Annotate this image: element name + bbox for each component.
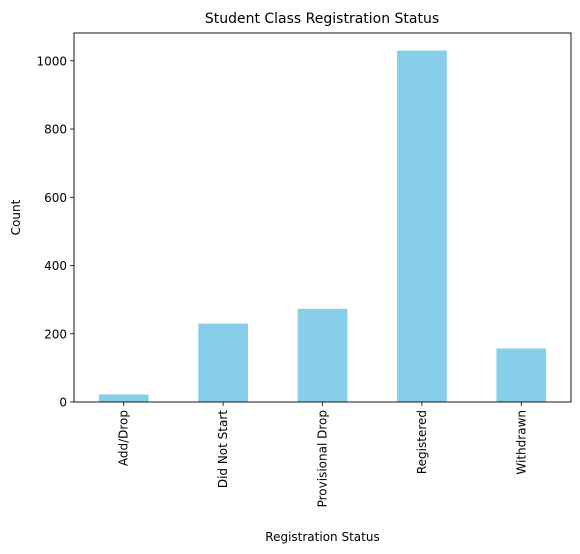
x-tick-label: Provisional Drop — [316, 410, 330, 507]
plot-frame — [73, 32, 572, 403]
y-tick-label: 1000 — [36, 54, 67, 68]
y-tick-label: 200 — [44, 327, 67, 341]
bar-registered — [397, 50, 447, 402]
bar-add-drop — [98, 394, 149, 402]
x-tick-label: Withdrawn — [514, 410, 528, 475]
y-axis-ticks: 0 200 400 600 800 1000 — [36, 54, 74, 410]
y-tick-label: 0 — [59, 396, 67, 410]
y-tick-label: 800 — [44, 123, 67, 137]
x-tick-label: Registered — [415, 410, 429, 474]
y-tick-label: 600 — [44, 191, 67, 205]
x-axis-label: Registration Status — [265, 530, 379, 544]
bar-withdrawn — [496, 348, 547, 402]
x-tick-label: Did Not Start — [216, 410, 230, 488]
bar-did-not-start — [198, 323, 248, 402]
y-tick-label: 400 — [44, 259, 67, 273]
chart-title: Student Class Registration Status — [205, 11, 439, 27]
bar-provisional-drop — [297, 308, 348, 402]
bars-group — [98, 50, 547, 402]
y-axis-label: Count — [9, 199, 23, 235]
x-tick-label: Add/Drop — [117, 410, 131, 466]
x-axis-ticks: Add/Drop Did Not Start Provisional Drop Reg… — [117, 402, 528, 507]
